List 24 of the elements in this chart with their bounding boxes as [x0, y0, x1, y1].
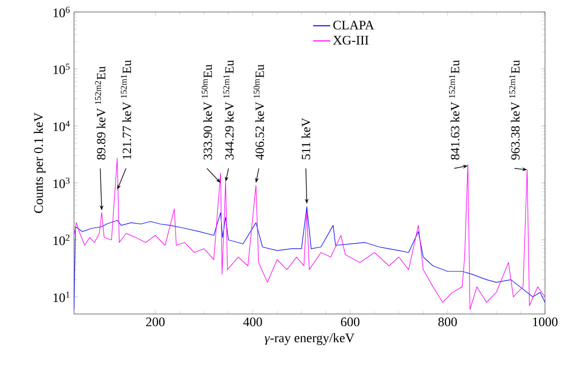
legend-label: CLAPA	[333, 20, 374, 30]
legend-label: XG-III	[333, 36, 368, 45]
annotation: 511 keV	[301, 118, 310, 160]
y-tick-label: 10$^{5}$	[54, 64, 70, 74]
annotation: 841.63 keV $^{152m1}$Eu	[449, 60, 460, 160]
y-tick-label: 10$^{6}$	[54, 6, 70, 18]
annotation: 344.29 keV $^{152m1}$Eu	[223, 60, 234, 160]
annotation: 406.52 keV $^{150m}$Eu	[254, 64, 264, 160]
x-tick-label: 200	[146, 318, 165, 326]
annotation: 89.89 keV $^{152m2}$Eu	[95, 66, 106, 160]
annotation: 963.38 keV $^{152m1}$Eu	[509, 60, 520, 160]
x-tick-label: 600	[340, 318, 360, 326]
x-tick-label: 400	[243, 318, 262, 326]
x-axis-title: γ-ray energy/keV	[264, 333, 354, 345]
y-tick-label: 10$^{3}$	[54, 178, 70, 188]
x-tick-label: 800	[438, 318, 457, 326]
line-series	[74, 158, 545, 310]
x-tick-label: 1000	[533, 318, 558, 326]
annotation: 333.90 keV $^{150m}$Eu	[202, 64, 212, 160]
y-tick-label: 10$^{2}$	[54, 234, 70, 246]
y-tick-label: 10$^{1}$	[54, 292, 70, 302]
y-tick-label: 10$^{4}$	[54, 120, 70, 132]
y-axis-title: Counts per 0.1 keV	[34, 112, 46, 214]
annotation: 121.77 keV $^{152m1}$Eu	[120, 60, 132, 159]
